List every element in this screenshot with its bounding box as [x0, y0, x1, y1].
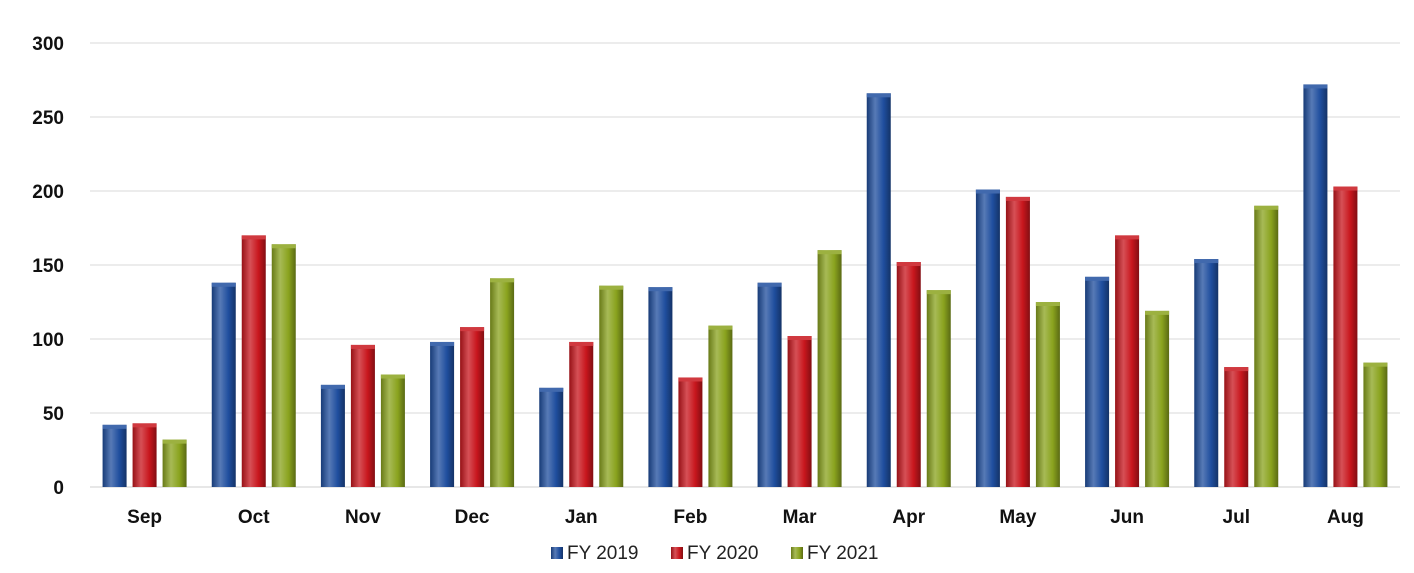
bar-fy-2019-mar: [757, 282, 782, 487]
bar-fy-2021-may: [1035, 302, 1060, 487]
bar-fy-2020-jul: [1224, 367, 1249, 487]
x-tick-label: Mar: [783, 507, 817, 528]
gridlines: [90, 42, 1400, 414]
y-tick-label: 150: [32, 256, 64, 277]
y-tick-label: 200: [32, 182, 64, 203]
legend-item: FY 2019: [551, 543, 638, 564]
x-tick-label: Aug: [1327, 507, 1364, 528]
x-tick-label: Oct: [238, 507, 270, 528]
legend-item: FY 2021: [791, 543, 878, 564]
bar-fy-2021-nov: [380, 374, 405, 487]
bar-fy-2020-jun: [1115, 235, 1140, 487]
bar-fy-2021-jul: [1254, 205, 1279, 488]
bar-fy-2020-may: [1005, 196, 1030, 488]
legend-swatch: [791, 547, 803, 559]
bar-fy-2021-jun: [1145, 310, 1170, 487]
bar-fy-2021-mar: [817, 250, 842, 487]
bar-fy-2021-aug: [1363, 362, 1388, 487]
legend-label: FY 2020: [687, 543, 758, 564]
bar-fy-2019-jul: [1194, 259, 1219, 487]
x-tick-label: Sep: [127, 507, 162, 528]
bar-fy-2020-apr: [896, 262, 921, 487]
bar-fy-2021-sep: [162, 439, 187, 487]
bars: [102, 84, 1388, 488]
legend-label: FY 2019: [567, 543, 638, 564]
y-tick-label: 0: [53, 478, 64, 499]
legend: FY 2019 FY 2020 FY 2021: [551, 543, 878, 564]
y-tick-label: 250: [32, 108, 64, 129]
bar-fy-2019-jun: [1085, 276, 1110, 487]
y-tick-label: 100: [32, 330, 64, 351]
legend-swatch: [671, 547, 683, 559]
bar-fy-2019-sep: [102, 424, 127, 487]
legend-swatch: [551, 547, 563, 559]
bar-fy-2020-jan: [569, 341, 594, 487]
bar-fy-2019-nov: [320, 384, 345, 487]
bar-fy-2019-may: [975, 189, 1000, 487]
y-tick-label: 300: [32, 34, 64, 55]
bar-fy-2021-feb: [708, 325, 733, 487]
legend-item: FY 2020: [671, 543, 758, 564]
bar-fy-2019-aug: [1303, 84, 1328, 487]
bar-fy-2020-aug: [1333, 186, 1358, 487]
x-tick-label: Dec: [455, 507, 490, 528]
bar-fy-2021-dec: [490, 278, 515, 487]
y-tick-label: 50: [43, 404, 64, 425]
bar-fy-2019-dec: [430, 341, 455, 487]
x-tick-label: Jun: [1110, 507, 1144, 528]
bar-fy-2021-oct: [271, 244, 296, 487]
x-tick-label: Jul: [1223, 507, 1250, 528]
x-tick-label: May: [999, 507, 1036, 528]
y-axis-tick-labels: 0 50 100 150 200 250 300: [32, 34, 64, 499]
bar-fy-2020-feb: [678, 377, 703, 487]
bar-fy-2019-oct: [211, 282, 236, 487]
bar-fy-2019-jan: [539, 387, 564, 487]
legend-label: FY 2021: [807, 543, 878, 564]
x-tick-label: Apr: [892, 507, 925, 528]
bar-fy-2020-mar: [787, 336, 812, 487]
bar-fy-2019-feb: [648, 287, 673, 487]
x-axis-tick-labels: Sep Oct Nov Dec Jan Feb Mar Apr May Jun Jul Aug: [127, 507, 1364, 528]
bar-fy-2021-apr: [926, 290, 951, 487]
x-tick-label: Feb: [674, 507, 708, 528]
bar-fy-2020-nov: [350, 344, 375, 487]
bar-fy-2021-jan: [599, 285, 624, 487]
x-tick-label: Jan: [565, 507, 598, 528]
bar-fy-2020-sep: [132, 423, 157, 487]
x-tick-label: Nov: [345, 507, 381, 528]
bar-fy-2020-dec: [460, 327, 485, 487]
bar-fy-2019-apr: [866, 93, 891, 487]
bar-fy-2020-oct: [241, 235, 266, 487]
